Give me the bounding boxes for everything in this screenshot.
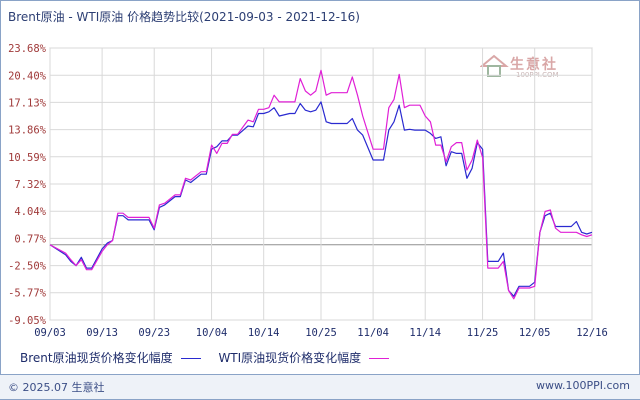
grid-lines bbox=[49, 47, 593, 321]
x-tick-label: 11/25 bbox=[467, 327, 499, 339]
y-tick-label: -9.05% bbox=[8, 315, 47, 327]
x-tick-label: 10/04 bbox=[196, 327, 228, 339]
house-icon bbox=[479, 54, 509, 77]
y-tick-label: 0.77% bbox=[14, 233, 46, 245]
chart-title: Brent原油 - WTI原油 价格趋势比较(2021-09-03 - 2021… bbox=[8, 10, 360, 24]
y-tick-label: 10.59% bbox=[8, 152, 47, 164]
x-tick-label: 11/14 bbox=[409, 327, 441, 339]
footer-bar: © 2025.07 生意社 www.100PPI.com bbox=[0, 374, 640, 399]
x-tick-label: 10/14 bbox=[248, 327, 280, 339]
y-tick-label: 20.40% bbox=[8, 70, 47, 82]
legend-item-brent: Brent原油现货价格变化幅度 bbox=[20, 349, 215, 366]
watermark-text: 生意社 bbox=[510, 57, 558, 73]
line-chart: 23.68% 20.40% 17.13% 13.86% 10.59% 7.32% 4.04%… bbox=[8, 43, 608, 339]
y-axis-ticks: 23.68% 20.40% 17.13% 13.86% 10.59% 7.32% 4.04%… bbox=[8, 43, 47, 327]
y-tick-label: 7.32% bbox=[14, 179, 46, 191]
legend-label-wti: WTI原油现货价格变化幅度 bbox=[218, 351, 362, 365]
y-tick-label: -5.77% bbox=[8, 288, 47, 300]
legend-label-brent: Brent原油现货价格变化幅度 bbox=[20, 351, 173, 365]
legend-swatch-brent bbox=[180, 358, 201, 359]
legend-item-wti: WTI原油现货价格变化幅度 bbox=[218, 349, 403, 366]
y-tick-label: -2.50% bbox=[8, 261, 47, 273]
website-link[interactable]: www.100PPI.com bbox=[536, 379, 630, 392]
x-tick-label: 12/05 bbox=[519, 327, 551, 339]
x-tick-label: 09/03 bbox=[34, 327, 66, 339]
legend: Brent原油现货价格变化幅度 WTI原油现货价格变化幅度 bbox=[20, 349, 403, 366]
x-tick-label: 11/04 bbox=[357, 327, 389, 339]
series-lines bbox=[49, 69, 593, 300]
x-tick-label: 10/25 bbox=[305, 327, 337, 339]
y-tick-label: 17.13% bbox=[8, 97, 47, 109]
series-line-wti bbox=[49, 69, 593, 300]
x-axis-ticks: 09/03 09/13 09/23 10/04 10/14 10/25 11/04 11/14… bbox=[34, 327, 608, 339]
y-tick-label: 4.04% bbox=[14, 206, 46, 218]
x-tick-label: 09/13 bbox=[86, 327, 118, 339]
y-tick-label: 23.68% bbox=[8, 43, 47, 55]
legend-swatch-wti bbox=[369, 358, 390, 359]
y-tick-label: 13.86% bbox=[8, 125, 47, 137]
copyright-text: © 2025.07 生意社 bbox=[8, 381, 105, 394]
x-tick-label: 09/23 bbox=[138, 327, 170, 339]
x-tick-label: 12/16 bbox=[576, 327, 608, 339]
